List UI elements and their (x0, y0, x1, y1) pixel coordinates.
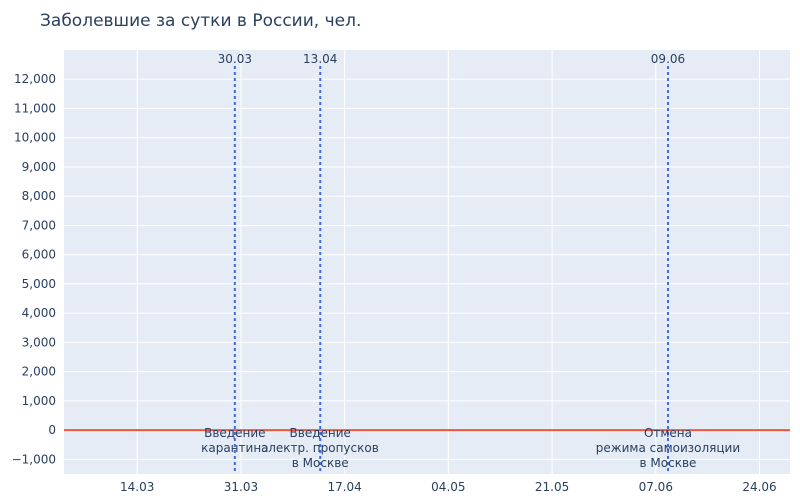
annotation-text: режима самоизоляции (596, 441, 740, 455)
annotation-text: электр. пропусков (262, 441, 379, 455)
y-tick-label: 7,000 (22, 218, 56, 232)
plot-background (64, 50, 790, 474)
annotation-text: в Москве (292, 456, 349, 470)
x-tick-label: 07.06 (639, 480, 673, 494)
y-tick-label: 0 (48, 423, 56, 437)
y-tick-label: −1,000 (12, 452, 56, 466)
y-tick-label: 5,000 (22, 277, 56, 291)
x-gridlines (136, 50, 760, 474)
annotation-text: карантина (201, 441, 268, 455)
y-tick-label: 1,000 (22, 394, 56, 408)
y-axis-ticks: −1,000 0 1,000 2,000 3,000 4,000 5,000 6,000 7,0… (12, 72, 56, 466)
x-tick-label: 14.03 (120, 480, 154, 494)
y-tick-label: 12,000 (14, 72, 56, 86)
y-tick-label: 11,000 (14, 101, 56, 115)
y-tick-label: 2,000 (22, 365, 56, 379)
x-tick-label: 04.05 (431, 480, 465, 494)
annotation-text: Введение (290, 426, 351, 440)
annotation-text: Отмена (644, 426, 692, 440)
annotations-layer: 30.03Введениекарантина13.04Введениеэлект… (201, 52, 740, 474)
chart-title: Заболевшие за сутки в России, чел. (40, 11, 361, 31)
y-tick-label: 9,000 (22, 160, 56, 174)
annotation-date-label: 13.04 (303, 52, 337, 66)
y-tick-label: 6,000 (22, 248, 56, 262)
annotation-date-label: 09.06 (651, 52, 685, 66)
annotation-text: Введение (204, 426, 265, 440)
annotation-date-label: 30.03 (218, 52, 252, 66)
x-tick-label: 31.03 (224, 480, 258, 494)
y-tick-label: 8,000 (22, 189, 56, 203)
x-axis-ticks: 14.03 31.03 17.04 04.05 21.05 07.06 24.06 (120, 480, 777, 494)
x-tick-label: 21.05 (535, 480, 569, 494)
y-tick-label: 4,000 (22, 306, 56, 320)
x-tick-label: 24.06 (742, 480, 776, 494)
y-tick-label: 10,000 (14, 131, 56, 145)
x-tick-label: 17.04 (327, 480, 361, 494)
annotation-text: в Москве (640, 456, 697, 470)
y-tick-label: 3,000 (22, 335, 56, 349)
